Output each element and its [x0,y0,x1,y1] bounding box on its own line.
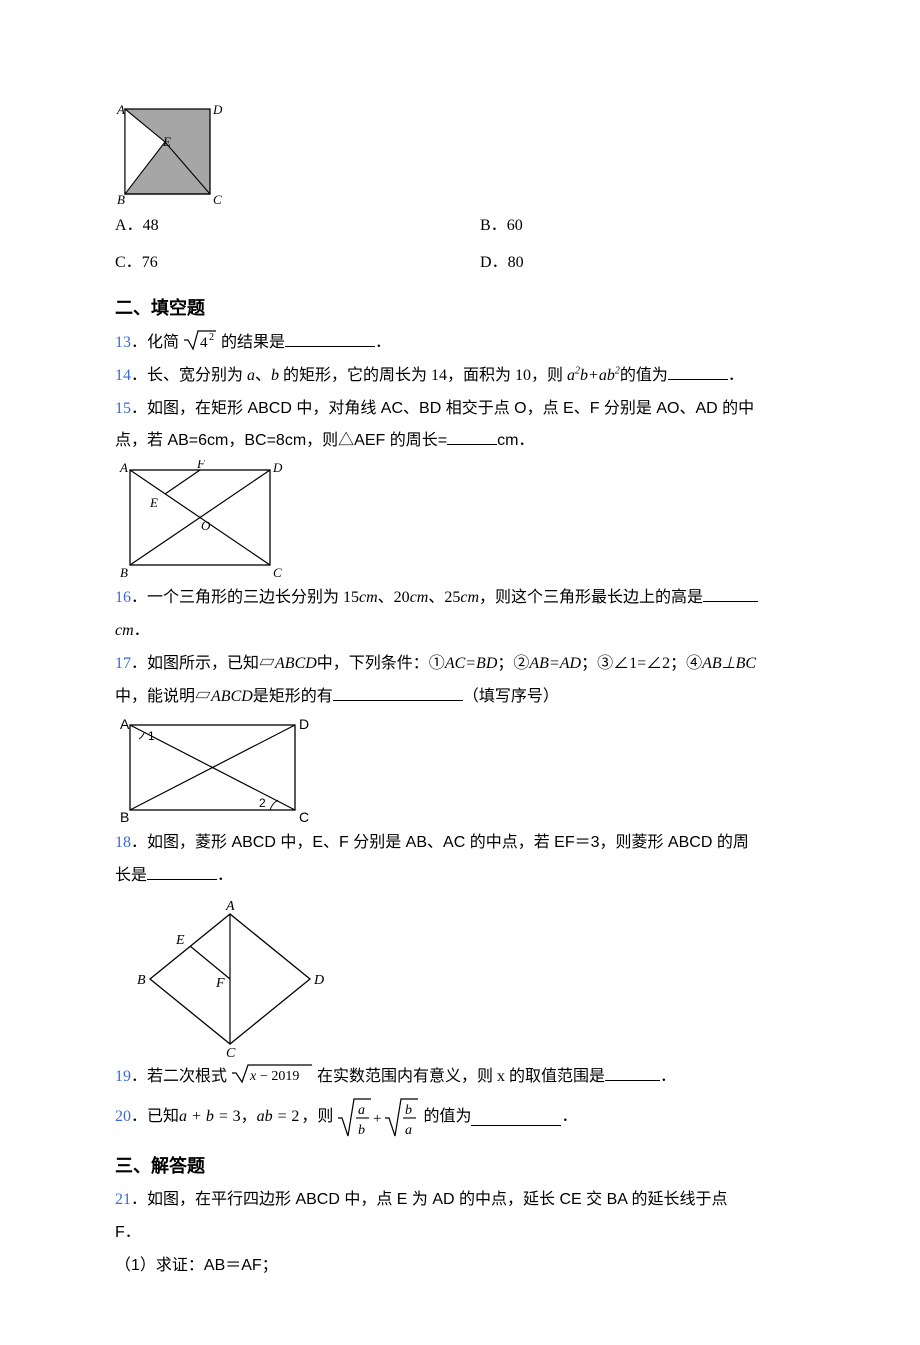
svg-text:4: 4 [200,335,208,351]
q17-line2: 中，能说明▱ABCD是矩形的有（填写序号） [115,683,805,712]
svg-text:B: B [137,973,146,988]
svg-text:C: C [273,565,282,580]
svg-text:D: D [299,716,309,732]
q20-num: 20 [115,1103,131,1132]
q18-figure: A B C D E F [130,899,805,1059]
q15-line2: 点，若 AB=6cm，BC=8cm，则△AEF 的周长=cm． [115,427,805,456]
svg-text:D: D [212,104,223,117]
q15-figure: A F D E O B C [115,460,805,580]
q21-part1: （1）求证：AB＝AF； [115,1252,805,1281]
q16-num: 16 [115,589,131,606]
q17-num: 17 [115,655,131,672]
svg-text:F: F [196,460,206,471]
q12-opt-d: 80 [508,254,524,271]
q18-line2: 长是． [115,862,805,891]
svg-text:C: C [299,809,309,825]
svg-text:2: 2 [259,796,266,810]
q19-formula: x − 2019 [231,1068,317,1085]
svg-text:A: A [119,460,128,475]
q14: 14．长、宽分别为 a、b 的矩形，它的周长为 14，面积为 10，则 a2b+… [115,362,805,391]
q16: 16．一个三角形的三边长分别为 15cm、20cm、25cm，则这个三角形最长边… [115,584,805,613]
svg-text:D: D [272,460,283,475]
svg-text:D: D [313,973,324,988]
q18-blank [147,863,217,880]
q20-e2: ab = 2 [257,1103,300,1132]
section-2-title: 二、填空题 [115,292,805,324]
q19-num: 19 [115,1068,131,1085]
q20-e1: a + b = 3 [179,1103,241,1132]
q16-blank [703,585,758,602]
q21-line1: 21．如图，在平行四边形 ABCD 中，点 E 为 AD 的中点，延长 CE 交… [115,1186,805,1215]
svg-text:+: + [373,1111,381,1127]
q17-line1: 17．如图所示，已知▱ABCD中，下列条件：①AC=BD；②AB=AD；③∠1=… [115,650,805,679]
q20: 20．已知 a + b = 3 ， ab = 2 ，则 a b + b a 的值… [115,1096,805,1140]
svg-text:E: E [175,933,185,948]
svg-text:B: B [117,192,125,204]
svg-text:B: B [120,565,128,580]
svg-text:F: F [215,976,225,991]
svg-text:E: E [149,495,158,510]
q13-formula: 4 2 [183,334,221,351]
svg-text:A: A [225,899,235,914]
q14-blank [668,363,728,380]
svg-text:b: b [405,1103,412,1118]
svg-text:− 2019: − 2019 [260,1069,299,1084]
svg-text:a: a [358,1103,365,1118]
svg-text:C: C [213,192,222,204]
svg-text:a: a [405,1123,412,1138]
q20-formula: a b + b a [337,1096,419,1140]
svg-text:1: 1 [148,729,155,743]
q18-line1: 18．如图，菱形 ABCD 中，E、F 分别是 AB、AC 的中点，若 EF＝3… [115,829,805,858]
q18-num: 18 [115,834,131,851]
q12-options-row1: A．48 B．60 [115,208,805,245]
q16-line2: cm． [115,617,805,646]
svg-text:x: x [249,1069,257,1084]
q21-line2: F． [115,1219,805,1248]
q14-num: 14 [115,367,131,384]
q15-line1: 15．如图，在矩形 ABCD 中，对角线 AC、BD 相交于点 O，点 E、F … [115,395,805,424]
q13-blank [285,330,375,347]
svg-text:E: E [162,134,171,149]
q15-num: 15 [115,400,131,417]
q12-figure: A D B C E [115,104,805,204]
q12-opt-a: 48 [143,217,159,234]
q21-num: 21 [115,1191,131,1208]
q12-opt-b: 60 [507,217,523,234]
q15-blank [447,428,497,445]
svg-text:A: A [116,104,125,117]
q20-blank [471,1109,561,1126]
q14-expr: a2b+ab2 [567,367,620,384]
svg-text:b: b [358,1123,365,1138]
section-3-title: 三、解答题 [115,1150,805,1182]
q12-options-row2: C．76 D．80 [115,245,805,282]
q13-num: 13 [115,334,131,351]
svg-text:O: O [201,518,211,533]
svg-text:C: C [226,1046,236,1059]
svg-text:2: 2 [209,332,214,343]
q19: 19．若二次根式 x − 2019 在实数范围内有意义，则 x 的取值范围是． [115,1063,805,1092]
q17-figure: A D B C 1 2 [115,715,805,825]
svg-text:A: A [120,716,130,732]
svg-text:B: B [120,809,129,825]
q19-blank [605,1064,660,1081]
q13: 13．化简 4 2 的结果是． [115,328,805,358]
q12-opt-c: 76 [142,254,158,271]
q17-blank [333,684,463,701]
